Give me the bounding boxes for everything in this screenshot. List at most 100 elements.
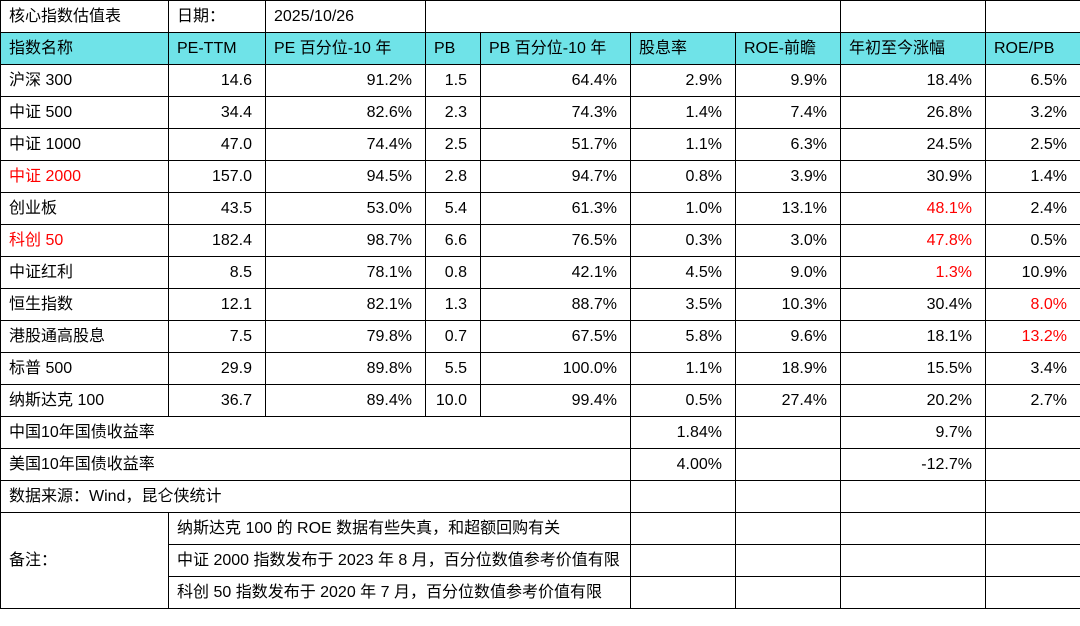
bond-yield-row: 美国10年国债收益率 4.00% -12.7% bbox=[0, 448, 1080, 481]
table-row: 纳斯达克 100 36.7 89.4% 10.0 99.4% 0.5% 27.4… bbox=[0, 384, 1080, 417]
cell-roe-forward: 9.0% bbox=[735, 256, 841, 289]
bond-label: 美国10年国债收益率 bbox=[0, 448, 631, 481]
table-row: 标普 500 29.9 89.8% 5.5 100.0% 1.1% 18.9% … bbox=[0, 352, 1080, 385]
cell-pb-percentile: 74.3% bbox=[480, 96, 631, 129]
empty-cell bbox=[985, 448, 1080, 481]
cell-ytd-change: 30.4% bbox=[840, 288, 986, 321]
cell-roe-forward: 6.3% bbox=[735, 128, 841, 161]
cell-pe-ttm: 47.0 bbox=[168, 128, 266, 161]
empty-cell bbox=[630, 544, 736, 577]
cell-roe-forward: 3.9% bbox=[735, 160, 841, 193]
empty-cell bbox=[985, 512, 1080, 545]
cell-roe-forward: 18.9% bbox=[735, 352, 841, 385]
empty-cell bbox=[425, 0, 841, 33]
cell-pb-percentile: 42.1% bbox=[480, 256, 631, 289]
table-row: 创业板 43.5 53.0% 5.4 61.3% 1.0% 13.1% 48.1… bbox=[0, 192, 1080, 225]
cell-dividend-yield: 0.5% bbox=[630, 384, 736, 417]
empty-cell bbox=[840, 512, 986, 545]
cell-roe-pb: 10.9% bbox=[985, 256, 1080, 289]
note-text: 中证 2000 指数发布于 2023 年 8 月，百分位数值参考价值有限 bbox=[168, 544, 631, 577]
cell-index-name: 沪深 300 bbox=[0, 64, 169, 97]
empty-cell bbox=[735, 576, 841, 609]
empty-cell bbox=[630, 576, 736, 609]
empty-cell bbox=[985, 480, 1080, 513]
cell-dividend-yield: 5.8% bbox=[630, 320, 736, 353]
valuation-table: 核心指数估值表 日期： 2025/10/26 指数名称 PE-TTM PE 百分… bbox=[0, 0, 1080, 609]
cell-pb: 1.3 bbox=[425, 288, 481, 321]
cell-pe-ttm: 8.5 bbox=[168, 256, 266, 289]
cell-dividend-yield: 0.3% bbox=[630, 224, 736, 257]
cell-bond-yield: 4.00% bbox=[630, 448, 736, 481]
empty-cell bbox=[840, 576, 986, 609]
cell-pb-percentile: 61.3% bbox=[480, 192, 631, 225]
cell-pb-percentile: 64.4% bbox=[480, 64, 631, 97]
empty-cell bbox=[735, 416, 841, 449]
empty-cell bbox=[630, 480, 736, 513]
cell-roe-pb: 3.2% bbox=[985, 96, 1080, 129]
source-row: 数据来源：Wind，昆仑侠统计 bbox=[0, 480, 1080, 513]
cell-dividend-yield: 3.5% bbox=[630, 288, 736, 321]
cell-dividend-yield: 1.1% bbox=[630, 352, 736, 385]
cell-pb-percentile: 88.7% bbox=[480, 288, 631, 321]
bond-label: 中国10年国债收益率 bbox=[0, 416, 631, 449]
cell-roe-pb: 2.4% bbox=[985, 192, 1080, 225]
empty-cell bbox=[840, 480, 986, 513]
cell-ytd-change: 26.8% bbox=[840, 96, 986, 129]
cell-pe-ttm: 12.1 bbox=[168, 288, 266, 321]
cell-roe-forward: 3.0% bbox=[735, 224, 841, 257]
cell-dividend-yield: 4.5% bbox=[630, 256, 736, 289]
col-header-roe-pb: ROE/PB bbox=[985, 32, 1080, 65]
cell-pb-percentile: 76.5% bbox=[480, 224, 631, 257]
note-text: 纳斯达克 100 的 ROE 数据有些失真，和超额回购有关 bbox=[168, 512, 631, 545]
cell-pe-percentile: 78.1% bbox=[265, 256, 426, 289]
cell-roe-forward: 10.3% bbox=[735, 288, 841, 321]
cell-roe-pb: 2.5% bbox=[985, 128, 1080, 161]
cell-roe-pb: 0.5% bbox=[985, 224, 1080, 257]
empty-cell bbox=[735, 448, 841, 481]
cell-pb: 0.8 bbox=[425, 256, 481, 289]
cell-pb-percentile: 94.7% bbox=[480, 160, 631, 193]
empty-cell bbox=[840, 544, 986, 577]
table-row: 港股通高股息 7.5 79.8% 0.7 67.5% 5.8% 9.6% 18.… bbox=[0, 320, 1080, 353]
empty-cell bbox=[735, 544, 841, 577]
cell-pe-percentile: 98.7% bbox=[265, 224, 426, 257]
table-row: 中证 2000 157.0 94.5% 2.8 94.7% 0.8% 3.9% … bbox=[0, 160, 1080, 193]
table-row: 沪深 300 14.6 91.2% 1.5 64.4% 2.9% 9.9% 18… bbox=[0, 64, 1080, 97]
cell-pe-percentile: 82.6% bbox=[265, 96, 426, 129]
empty-cell bbox=[985, 576, 1080, 609]
cell-ytd-change: 47.8% bbox=[840, 224, 986, 257]
cell-dividend-yield: 1.0% bbox=[630, 192, 736, 225]
cell-roe-forward: 13.1% bbox=[735, 192, 841, 225]
cell-pb: 5.4 bbox=[425, 192, 481, 225]
cell-dividend-yield: 1.1% bbox=[630, 128, 736, 161]
cell-roe-pb: 2.7% bbox=[985, 384, 1080, 417]
table-title: 核心指数估值表 bbox=[0, 0, 169, 33]
date-label: 日期： bbox=[168, 0, 266, 33]
cell-bond-ytd-change: -12.7% bbox=[840, 448, 986, 481]
cell-roe-pb: 6.5% bbox=[985, 64, 1080, 97]
note-row: 备注： 纳斯达克 100 的 ROE 数据有些失真，和超额回购有关 bbox=[0, 512, 1080, 609]
col-header-pe-ttm: PE-TTM bbox=[168, 32, 266, 65]
cell-pe-percentile: 91.2% bbox=[265, 64, 426, 97]
cell-pe-ttm: 182.4 bbox=[168, 224, 266, 257]
table-row: 中证 1000 47.0 74.4% 2.5 51.7% 1.1% 6.3% 2… bbox=[0, 128, 1080, 161]
cell-pb-percentile: 100.0% bbox=[480, 352, 631, 385]
cell-pb: 2.3 bbox=[425, 96, 481, 129]
empty-cell bbox=[735, 480, 841, 513]
cell-pe-percentile: 94.5% bbox=[265, 160, 426, 193]
cell-pe-ttm: 43.5 bbox=[168, 192, 266, 225]
cell-pe-ttm: 157.0 bbox=[168, 160, 266, 193]
cell-pe-percentile: 89.4% bbox=[265, 384, 426, 417]
cell-index-name: 创业板 bbox=[0, 192, 169, 225]
cell-dividend-yield: 2.9% bbox=[630, 64, 736, 97]
date-value: 2025/10/26 bbox=[265, 0, 426, 33]
cell-bond-ytd-change: 9.7% bbox=[840, 416, 986, 449]
cell-roe-forward: 27.4% bbox=[735, 384, 841, 417]
col-header-pb: PB bbox=[425, 32, 481, 65]
header-row: 指数名称 PE-TTM PE 百分位-10 年 PB PB 百分位-10 年 股… bbox=[0, 32, 1080, 65]
note-row: 中证 2000 指数发布于 2023 年 8 月，百分位数值参考价值有限 bbox=[1, 544, 1080, 577]
cell-roe-pb: 1.4% bbox=[985, 160, 1080, 193]
empty-cell bbox=[985, 0, 1080, 33]
empty-cell bbox=[735, 512, 841, 545]
cell-pe-ttm: 14.6 bbox=[168, 64, 266, 97]
